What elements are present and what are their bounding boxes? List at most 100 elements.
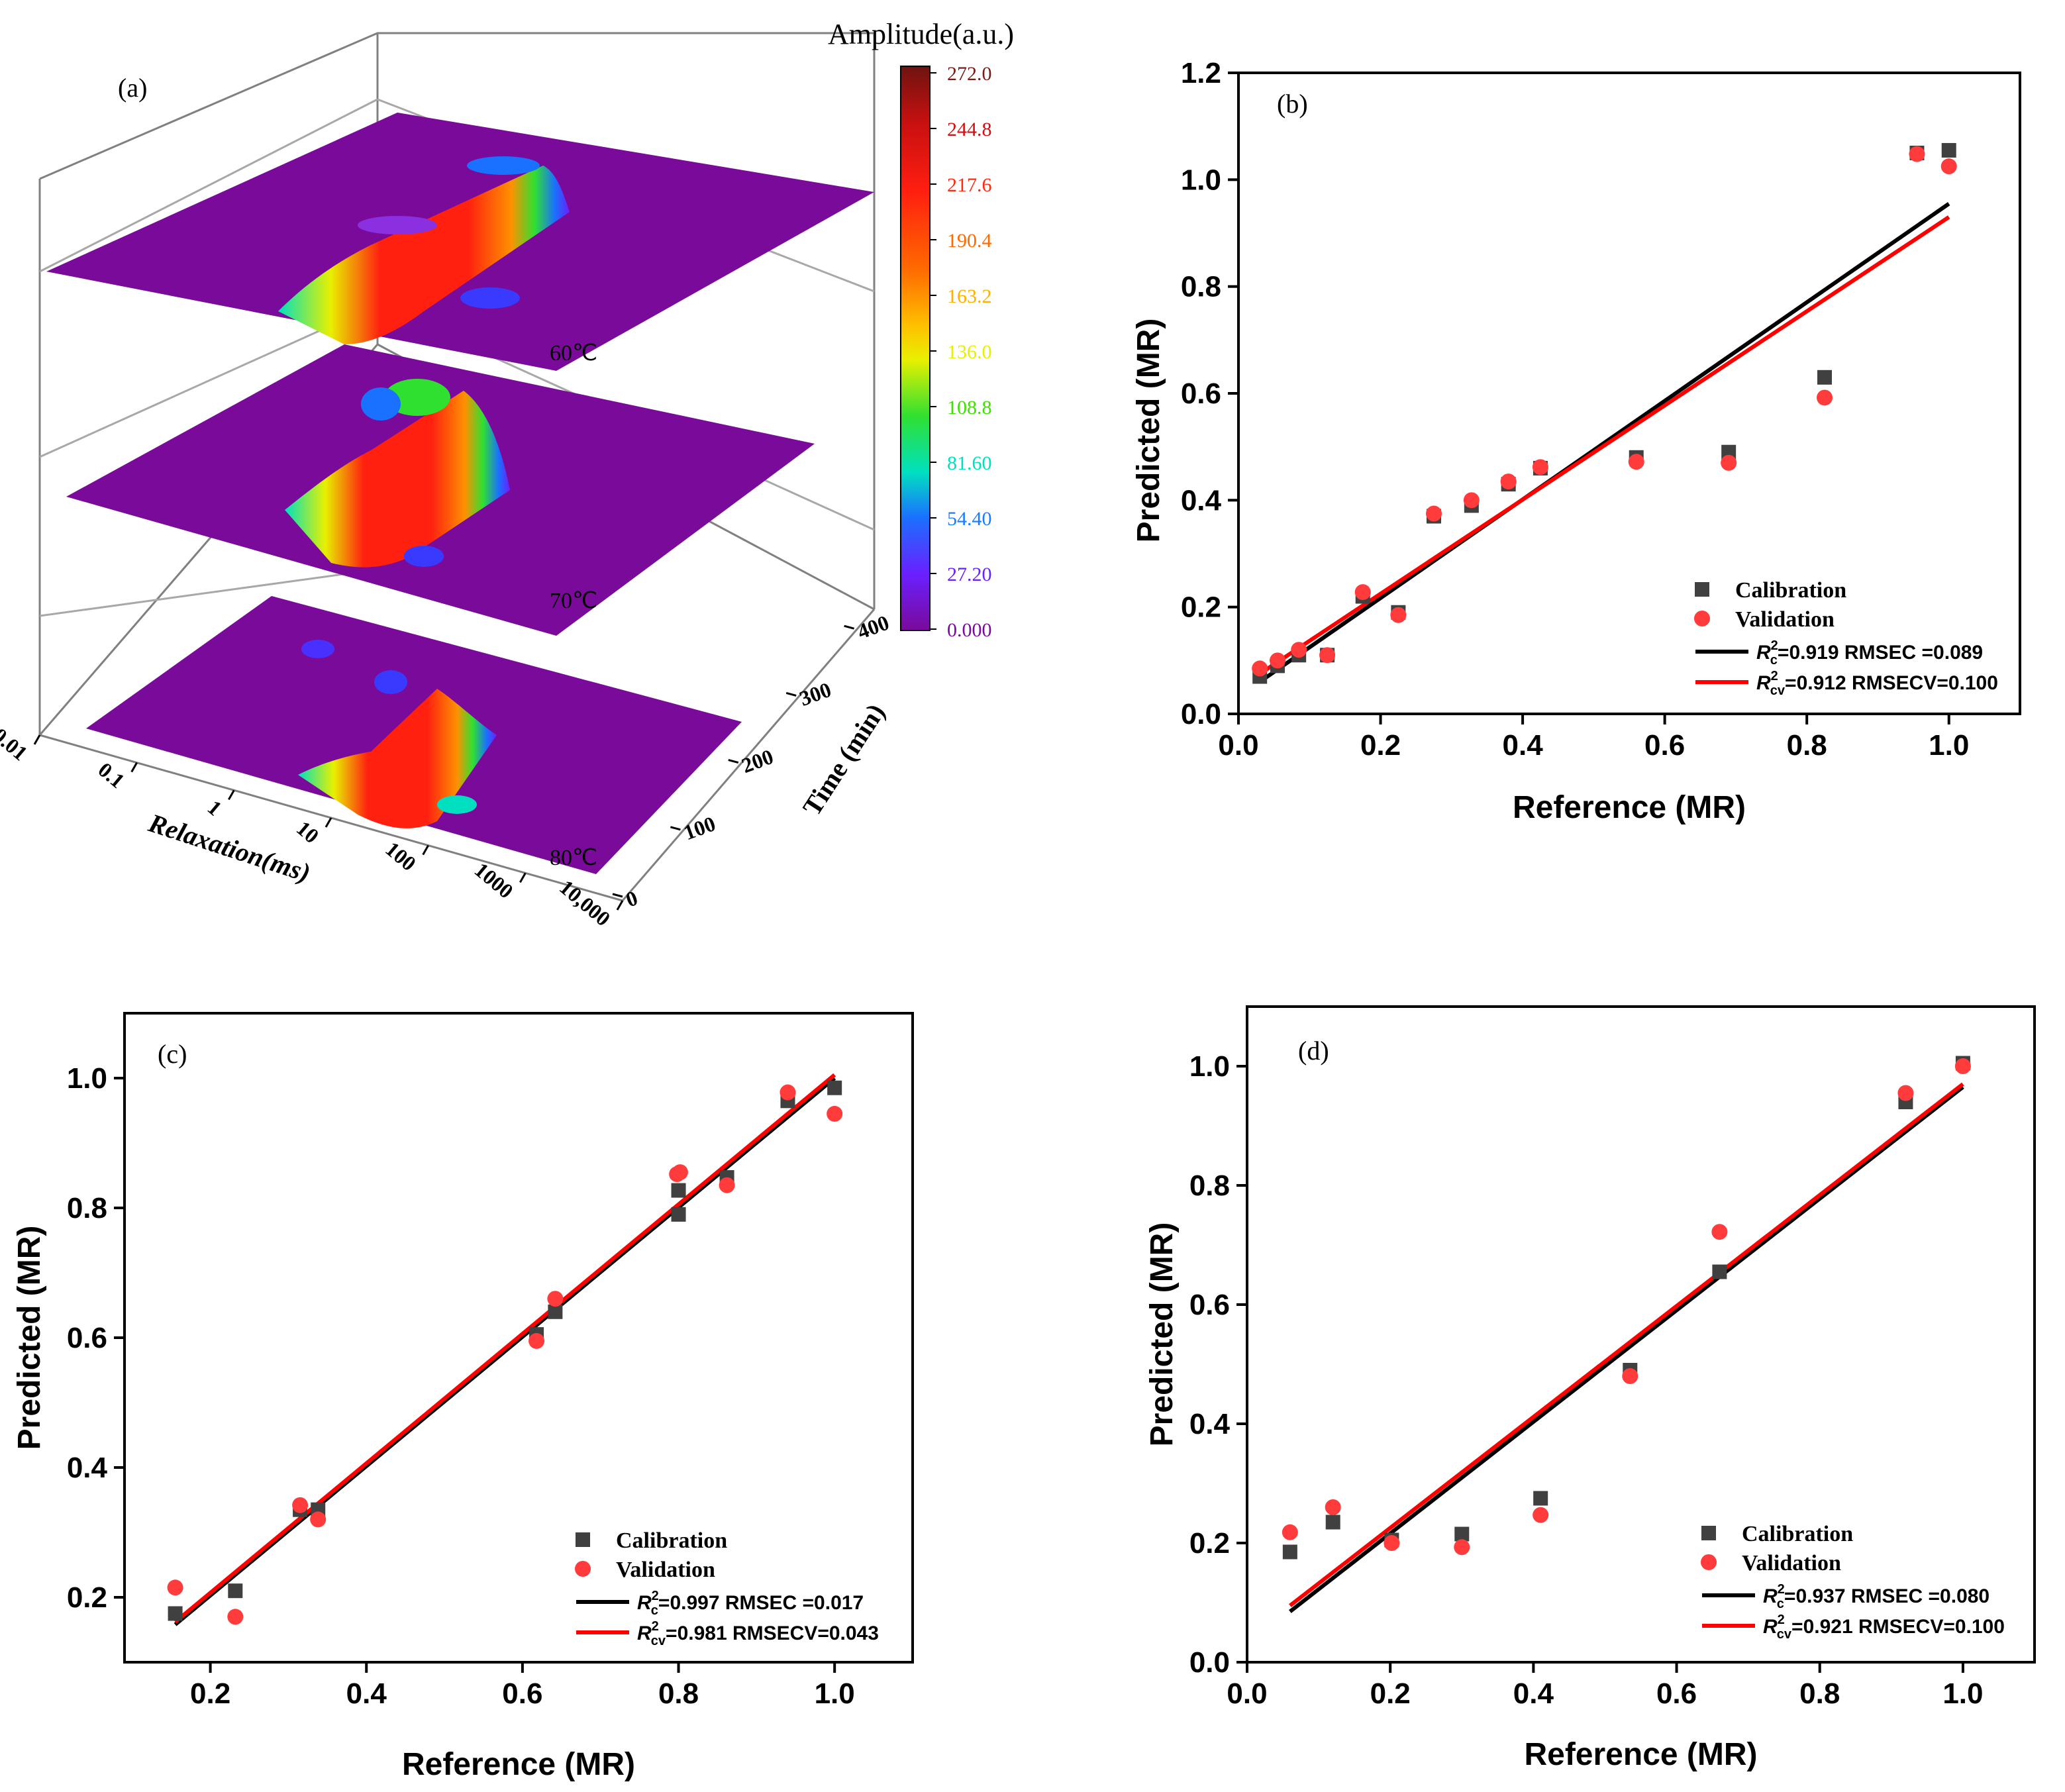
validation-point [1954,1058,1971,1074]
calibration-point [1282,1544,1297,1560]
validation-point [1291,642,1307,658]
y-axis-label: Predicted (MR) [1144,1222,1180,1447]
surface-layer-80 [86,596,742,874]
validation-point [1711,1224,1728,1240]
legend-validation-label: Validation [1735,607,1835,632]
y-tick-label: 0.4 [1181,484,1222,517]
colorbar-ticks: 272.0 244.8 217.6 190.4 163.2 136.0 108.8 81.60… [930,63,992,641]
x-tick-label: 0.4 [1513,1677,1554,1710]
calibration-point [1712,1264,1727,1279]
validation-point [1463,492,1480,509]
calibration-point [228,1583,243,1599]
validation-point [1628,454,1644,470]
colorbar-title: Amplitude(a.u.) [828,18,1014,50]
y-tick-label: 0.2 [1181,591,1221,624]
calibration-fit-line [1258,202,1950,684]
legend-calibration-fit-stats-label: R2 c=0.919 RMSEC =0.089 [1756,638,1983,668]
calibration-point [1817,370,1832,385]
y-tick-label: 0.6 [1181,377,1221,410]
calibration-point [548,1304,563,1319]
validation-point [1325,1499,1341,1515]
validation-point [227,1609,244,1625]
layer-label-60: 60℃ [550,341,597,366]
relaxation-tick-label: 0.1 [94,758,130,793]
legend-validation-fit-stats-label: R2 cv=0.912 RMSECV=0.100 [1756,669,1998,698]
validation-point [1622,1368,1638,1384]
panel-d-scatter: (d) 0.0 0.2 0.4 0.6 0.8 1.0 0.0 0.2 0.4 0.6 0.8 1.0 R… [1144,1005,2036,1772]
y-tick-label: 0.6 [67,1322,107,1354]
x-axis-label: Reference (MR) [402,1747,635,1782]
validation-point [1533,1507,1549,1523]
validation-point [292,1497,309,1513]
legend-calibration-fit-stats-label: R2 c=0.937 RMSEC =0.080 [1763,1582,1989,1611]
validation-point [1897,1085,1914,1101]
calibration-point [168,1606,183,1621]
legend-validation-fit-stats-label: R2 cv=0.921 RMSECV=0.100 [1763,1613,2005,1642]
validation-point [1270,652,1285,669]
y-tick-label: 0.0 [1189,1646,1230,1679]
x-tick-label: 0.6 [502,1677,542,1710]
relaxation-tick-label: 1 [203,795,227,821]
x-tick-label: 1.0 [1929,729,1969,762]
validation-point [719,1177,735,1193]
relaxation-axis-label: Relaxation(ms) [144,807,314,887]
validation-point [1384,1535,1400,1551]
x-axis-label: Reference (MR) [1513,790,1746,825]
legend-validation-marker [1694,611,1710,626]
x-tick-label: 0.8 [1799,1677,1840,1710]
y-tick-label: 1.2 [1181,57,1221,89]
time-tick-mark [785,691,797,697]
x-tick-label: 0.0 [1227,1677,1267,1710]
x-tick-label: 0.6 [1644,729,1685,762]
relaxation-tick-mark [228,789,235,801]
legend-validation-fit-stats-label: R2 cv=0.981 RMSECV=0.043 [637,1619,879,1648]
time-axis-label: Time (min) [797,698,891,821]
colorbar [900,66,931,631]
colorbar-tick-label: 0.000 [947,619,992,641]
validation-point [780,1084,796,1101]
panel-label: (c) [158,1039,187,1069]
legend-calibration-fit-stats-label: R2 c=0.997 RMSEC =0.017 [637,1589,864,1618]
legend: Calibration Validation R2 c=0.919 RMSEC =0.… [1694,578,1998,698]
layer-label-70: 70℃ [550,589,597,613]
validation-point [529,1332,545,1349]
time-tick-label: 100 [680,811,718,844]
x-tick-label: 0.8 [1787,729,1827,762]
legend-validation-marker [1701,1554,1717,1570]
validation-point [1252,660,1268,677]
y-tick-label: 0.4 [1189,1408,1231,1440]
x-tick-label: 0.2 [1360,729,1401,762]
y-tick-label: 0.8 [1181,271,1221,303]
relaxation-tick-mark [325,817,332,828]
colorbar-tick-label: 244.8 [947,119,992,140]
validation-point [827,1105,843,1122]
x-tick-label: 0.4 [1503,729,1544,762]
legend-validation-label: Validation [1742,1551,1841,1575]
validation-point [1817,389,1833,406]
validation-point [1721,454,1737,471]
validation-point [310,1511,327,1528]
calibration-point [1941,142,1956,158]
calibration-point [671,1207,686,1222]
surface-layer-60 [46,113,874,371]
panel-label: (b) [1277,89,1308,119]
y-tick-label: 0.2 [1189,1527,1230,1560]
x-tick-label: 0.2 [190,1677,230,1710]
time-tick-mark [728,759,739,764]
x-tick-label: 0.0 [1218,729,1258,762]
calibration-fit-line [1289,1085,1964,1613]
y-tick-label: 1.0 [67,1062,107,1095]
legend-calibration-label: Calibration [1742,1522,1853,1546]
calibration-point [827,1080,842,1095]
validation-point [1532,459,1548,475]
panel-b-scatter: (b) 0.0 0.2 0.4 0.6 0.8 1.0 0.0 0.2 0.4 0.6 0.8 1.0 1… [1131,57,2021,825]
x-tick-label: 1.0 [1942,1677,1983,1710]
calibration-point [671,1183,686,1198]
time-tick-label: 300 [796,677,834,711]
x-tick-label: 0.2 [1370,1677,1411,1710]
y-tick-label: 0.6 [1189,1289,1230,1321]
y-tick-label: 0.0 [1181,698,1221,730]
validation-point [167,1579,183,1596]
panel-a-label: (a) [118,73,147,103]
